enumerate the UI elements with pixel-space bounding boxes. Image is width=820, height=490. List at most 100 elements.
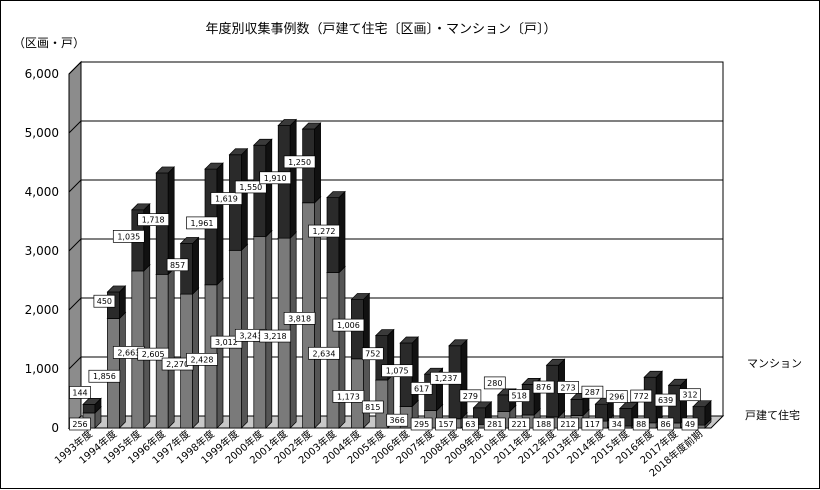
data-label-house-box bbox=[632, 417, 650, 431]
gridline-side bbox=[68, 297, 82, 311]
data-label-house: 366 bbox=[386, 413, 409, 427]
data-label-house-text: 1,173 bbox=[337, 392, 360, 401]
data-label-house-text: 2,605 bbox=[142, 350, 165, 359]
data-label-condo: 1,619 bbox=[210, 192, 243, 205]
data-label-house: 281 bbox=[483, 417, 506, 431]
data-label-condo-box bbox=[605, 390, 628, 403]
data-label-condo: 518 bbox=[508, 389, 531, 403]
bar-house-side bbox=[143, 264, 151, 429]
bar-condo-top bbox=[472, 401, 493, 409]
data-label-house-text: 221 bbox=[512, 420, 527, 429]
data-label-condo-text: 876 bbox=[536, 383, 551, 392]
data-label-condo-box bbox=[259, 171, 292, 185]
data-label-condo: 279 bbox=[459, 389, 482, 403]
data-label-condo-text: 752 bbox=[365, 350, 380, 359]
bar-condo-top bbox=[399, 336, 420, 344]
data-label-house-box bbox=[186, 353, 218, 366]
data-label-house-box bbox=[308, 346, 340, 360]
data-label-house-box bbox=[332, 390, 365, 403]
data-label-house-text: 34 bbox=[612, 420, 622, 429]
data-label-condo-box bbox=[69, 386, 91, 399]
bar-condo-side bbox=[680, 378, 687, 424]
data-label-house-text: 2,663 bbox=[117, 348, 140, 357]
data-label-house: 3,012 bbox=[210, 335, 243, 349]
data-label-condo-box bbox=[332, 318, 365, 332]
bar-house-side bbox=[216, 277, 224, 429]
data-label-condo-text: 1,961 bbox=[191, 219, 214, 228]
data-label-house: 1,173 bbox=[332, 390, 365, 403]
bar-house-side bbox=[119, 311, 126, 429]
bar-condo-side bbox=[289, 118, 297, 239]
y-tick-label: 6,000 bbox=[25, 67, 59, 81]
data-label-house: 88 bbox=[632, 417, 650, 431]
data-label-house-text: 3,818 bbox=[288, 314, 311, 323]
bar-condo-top bbox=[643, 370, 664, 378]
bar-condo-side bbox=[460, 338, 468, 420]
data-label-house-box bbox=[532, 417, 555, 431]
data-label-house-text: 2,428 bbox=[191, 355, 214, 364]
data-label-condo: 296 bbox=[605, 390, 628, 403]
data-label-condo-box bbox=[361, 347, 384, 361]
bar-condo bbox=[350, 292, 371, 360]
bar-house-side bbox=[265, 229, 273, 429]
bar-condo-top bbox=[618, 402, 639, 409]
bar-condo-side bbox=[167, 166, 175, 276]
gridline-side bbox=[68, 356, 82, 370]
data-label-house-box bbox=[210, 335, 243, 349]
chart-title: 年度別収集事例数（戸建て住宅〔区画〕・マンション〔戸〕） bbox=[205, 21, 556, 37]
data-label-house: 49 bbox=[681, 417, 699, 431]
data-label-house-text: 63 bbox=[465, 420, 475, 429]
data-label-house-box bbox=[608, 417, 626, 431]
data-label-condo-box bbox=[557, 381, 579, 394]
data-label-condo: 450 bbox=[93, 294, 116, 308]
data-label-house-text: 1,856 bbox=[93, 372, 116, 381]
data-label-house-text: 3,243 bbox=[239, 331, 262, 340]
data-label-house-box bbox=[410, 417, 433, 431]
bar-condo-top bbox=[204, 162, 224, 170]
data-label-condo: 280 bbox=[483, 376, 506, 390]
data-label-condo-text: 287 bbox=[585, 388, 600, 397]
x-tick-labels: 1993年度1994年度1995年度1996年度1997年度1998年度1999… bbox=[52, 427, 705, 479]
data-label-condo: 1,006 bbox=[332, 318, 365, 332]
data-label-house-text: 88 bbox=[636, 420, 646, 429]
bar-condo-side bbox=[241, 147, 248, 252]
data-label-condo-text: 1,250 bbox=[288, 158, 311, 167]
data-label-house: 1,856 bbox=[88, 369, 121, 383]
data-label-condo: 1,035 bbox=[112, 230, 145, 243]
data-label-house-text: 256 bbox=[72, 420, 87, 429]
data-label-condo-box bbox=[308, 224, 340, 238]
gridline-side bbox=[68, 120, 82, 134]
data-label-condo-box bbox=[234, 180, 267, 194]
data-label-condo: 1,718 bbox=[137, 213, 170, 226]
data-label-condo-box bbox=[508, 389, 531, 403]
data-label-condo-text: 312 bbox=[682, 391, 697, 400]
legend-house: 戸建て住宅 bbox=[745, 408, 800, 422]
bar-condo-top bbox=[350, 293, 371, 300]
data-label-condo: 772 bbox=[630, 389, 653, 403]
data-label-condo-text: 772 bbox=[634, 392, 649, 401]
y-tick-label: 3,000 bbox=[25, 244, 59, 258]
data-label-condo-text: 1,550 bbox=[239, 183, 262, 192]
data-label-condo-text: 1,910 bbox=[264, 174, 287, 183]
bar-condo-top bbox=[179, 237, 200, 244]
chart-axes: 0 1,000 2,000 3,000 4,000 5,000 6,000 bbox=[25, 60, 725, 435]
data-label-condo-box bbox=[112, 230, 145, 243]
bar-condo-top bbox=[277, 119, 298, 126]
bar-condo-side bbox=[192, 236, 199, 295]
data-label-condo-text: 1,006 bbox=[337, 321, 360, 330]
data-label-condo-text: 273 bbox=[560, 383, 575, 392]
data-label-condo-text: 518 bbox=[512, 392, 527, 401]
bar-condo-top bbox=[667, 378, 688, 386]
data-label-house: 212 bbox=[557, 417, 579, 431]
bar-house-side bbox=[338, 265, 346, 429]
data-label-house-box bbox=[462, 417, 479, 431]
data-label-condo: 312 bbox=[679, 388, 701, 402]
data-label-condo-box bbox=[410, 382, 433, 395]
data-label-condo-text: 1,075 bbox=[386, 367, 409, 376]
bar-condo-top bbox=[326, 191, 346, 198]
data-label-house: 221 bbox=[508, 417, 531, 431]
data-label-house-text: 117 bbox=[585, 420, 600, 429]
data-label-condo-text: 296 bbox=[609, 393, 624, 402]
data-label-house-box bbox=[88, 369, 121, 383]
